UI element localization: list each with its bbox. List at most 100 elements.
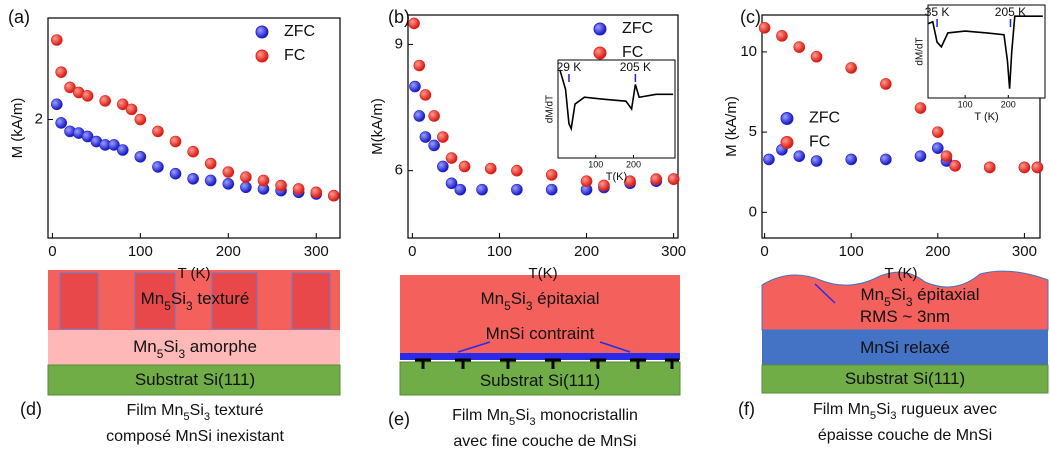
text-part: Substrat Si(111) [480,371,600,390]
x-axis-label: T(K) [528,265,557,282]
data-point [134,150,147,163]
y-axis-label: M(kA/m) [369,98,386,155]
inset-curve [928,15,1043,89]
y-tick-label: 5 [749,123,757,140]
layer-substrate [47,364,341,396]
data-point [454,183,467,196]
text-part: 3 [186,299,193,313]
data-point [108,139,120,151]
annotation: 205 K [995,5,1026,19]
inset-x-label: T (K) [974,111,998,123]
data-point [845,153,858,166]
data-point [408,17,420,30]
layer-mnsi [400,353,680,360]
data-point [413,59,426,72]
caption: Film Mn5Si3 texturé [127,402,264,423]
inset-x-tick-label: 200 [626,159,641,169]
data-point [310,186,323,199]
text-part: Si [511,289,526,308]
grain [59,272,99,330]
x-tick-label: 100 [487,243,512,260]
text-part: texturé [210,402,263,419]
caption: Film Mn5Si3 rugueux avec [813,401,997,422]
text-part: Mn [480,289,504,308]
text-part: RMS ~ 3nm [860,307,950,326]
y-tick-label: 0 [749,203,757,220]
text-part: épitaxial [912,285,979,304]
legend-marker [780,112,794,125]
y-tick-label: 6 [395,162,403,179]
y-tick-label: 9 [395,35,403,52]
data-point [880,78,892,90]
data-point [793,150,806,162]
data-point [419,89,432,101]
diagram-f [761,270,1049,394]
x-tick-label: 0 [48,243,56,260]
inset-x-tick-label: 200 [1001,99,1016,109]
data-point [125,103,138,116]
data-point [1031,161,1044,174]
legend-label: ZFC [809,110,840,127]
x-tick-label: 0 [760,243,768,260]
text-part: Si [171,289,186,308]
data-point [169,167,182,180]
x-tick-label: 300 [1012,243,1037,260]
x-tick-label: 300 [304,243,329,260]
data-point [257,174,270,187]
layer-mnsi [762,330,1048,365]
text-part: 3 [204,411,210,423]
text-part: rugueux avec [897,401,998,418]
legend-label: FC [622,44,643,61]
data-point [134,113,147,126]
layer-epitaxial [400,275,680,353]
text-part: Si [190,402,204,419]
legend-marker [593,22,607,36]
legend-marker [780,136,794,149]
text-part: Si [163,337,178,356]
text-part: 5 [509,416,515,428]
data-point [99,95,111,107]
text-part: Si [891,285,906,304]
data-point [545,169,558,181]
data-point [793,41,806,53]
dislocations [415,358,679,369]
plot-frame [47,17,341,239]
data-point [445,177,458,190]
data-point [64,81,76,94]
y-axis-label: M (kA/m) [9,98,26,159]
data-point [949,160,961,172]
text-part: texturé [193,289,250,308]
data-point [776,30,788,42]
panel-label: (b) [388,7,410,27]
inset-y-label: dM/dT [545,95,556,123]
diagram-d [47,270,341,396]
data-point [50,98,63,111]
data-point [50,34,63,46]
legend-label: FC [809,134,830,151]
text-part: Si [515,407,529,424]
text-part: 3 [890,410,896,422]
x-tick-label: 200 [925,243,950,260]
layer-label: MnSi contraint [486,324,595,343]
data-point [914,102,927,114]
x-tick-label: 100 [128,243,153,260]
text-part: Film Mn [813,401,870,418]
data-point [476,183,488,196]
data-point [445,152,458,164]
data-point [437,160,449,173]
annotation: 35 K [925,5,950,19]
text-part: 5 [504,299,511,313]
layer-label: Mn5Si3 épitaxial [860,285,979,309]
data-point [116,98,129,111]
y-axis-label: M (kA/m) [723,96,740,157]
data-point [187,172,199,185]
caption: Film Mn5Si3 monocristallin [452,407,638,428]
arrow [599,341,631,353]
data-point [152,125,164,138]
data-point [667,173,680,185]
data-point [81,90,94,102]
data-point [580,175,593,187]
data-point [624,175,636,187]
layer-label: Substrat Si(111) [135,370,255,389]
